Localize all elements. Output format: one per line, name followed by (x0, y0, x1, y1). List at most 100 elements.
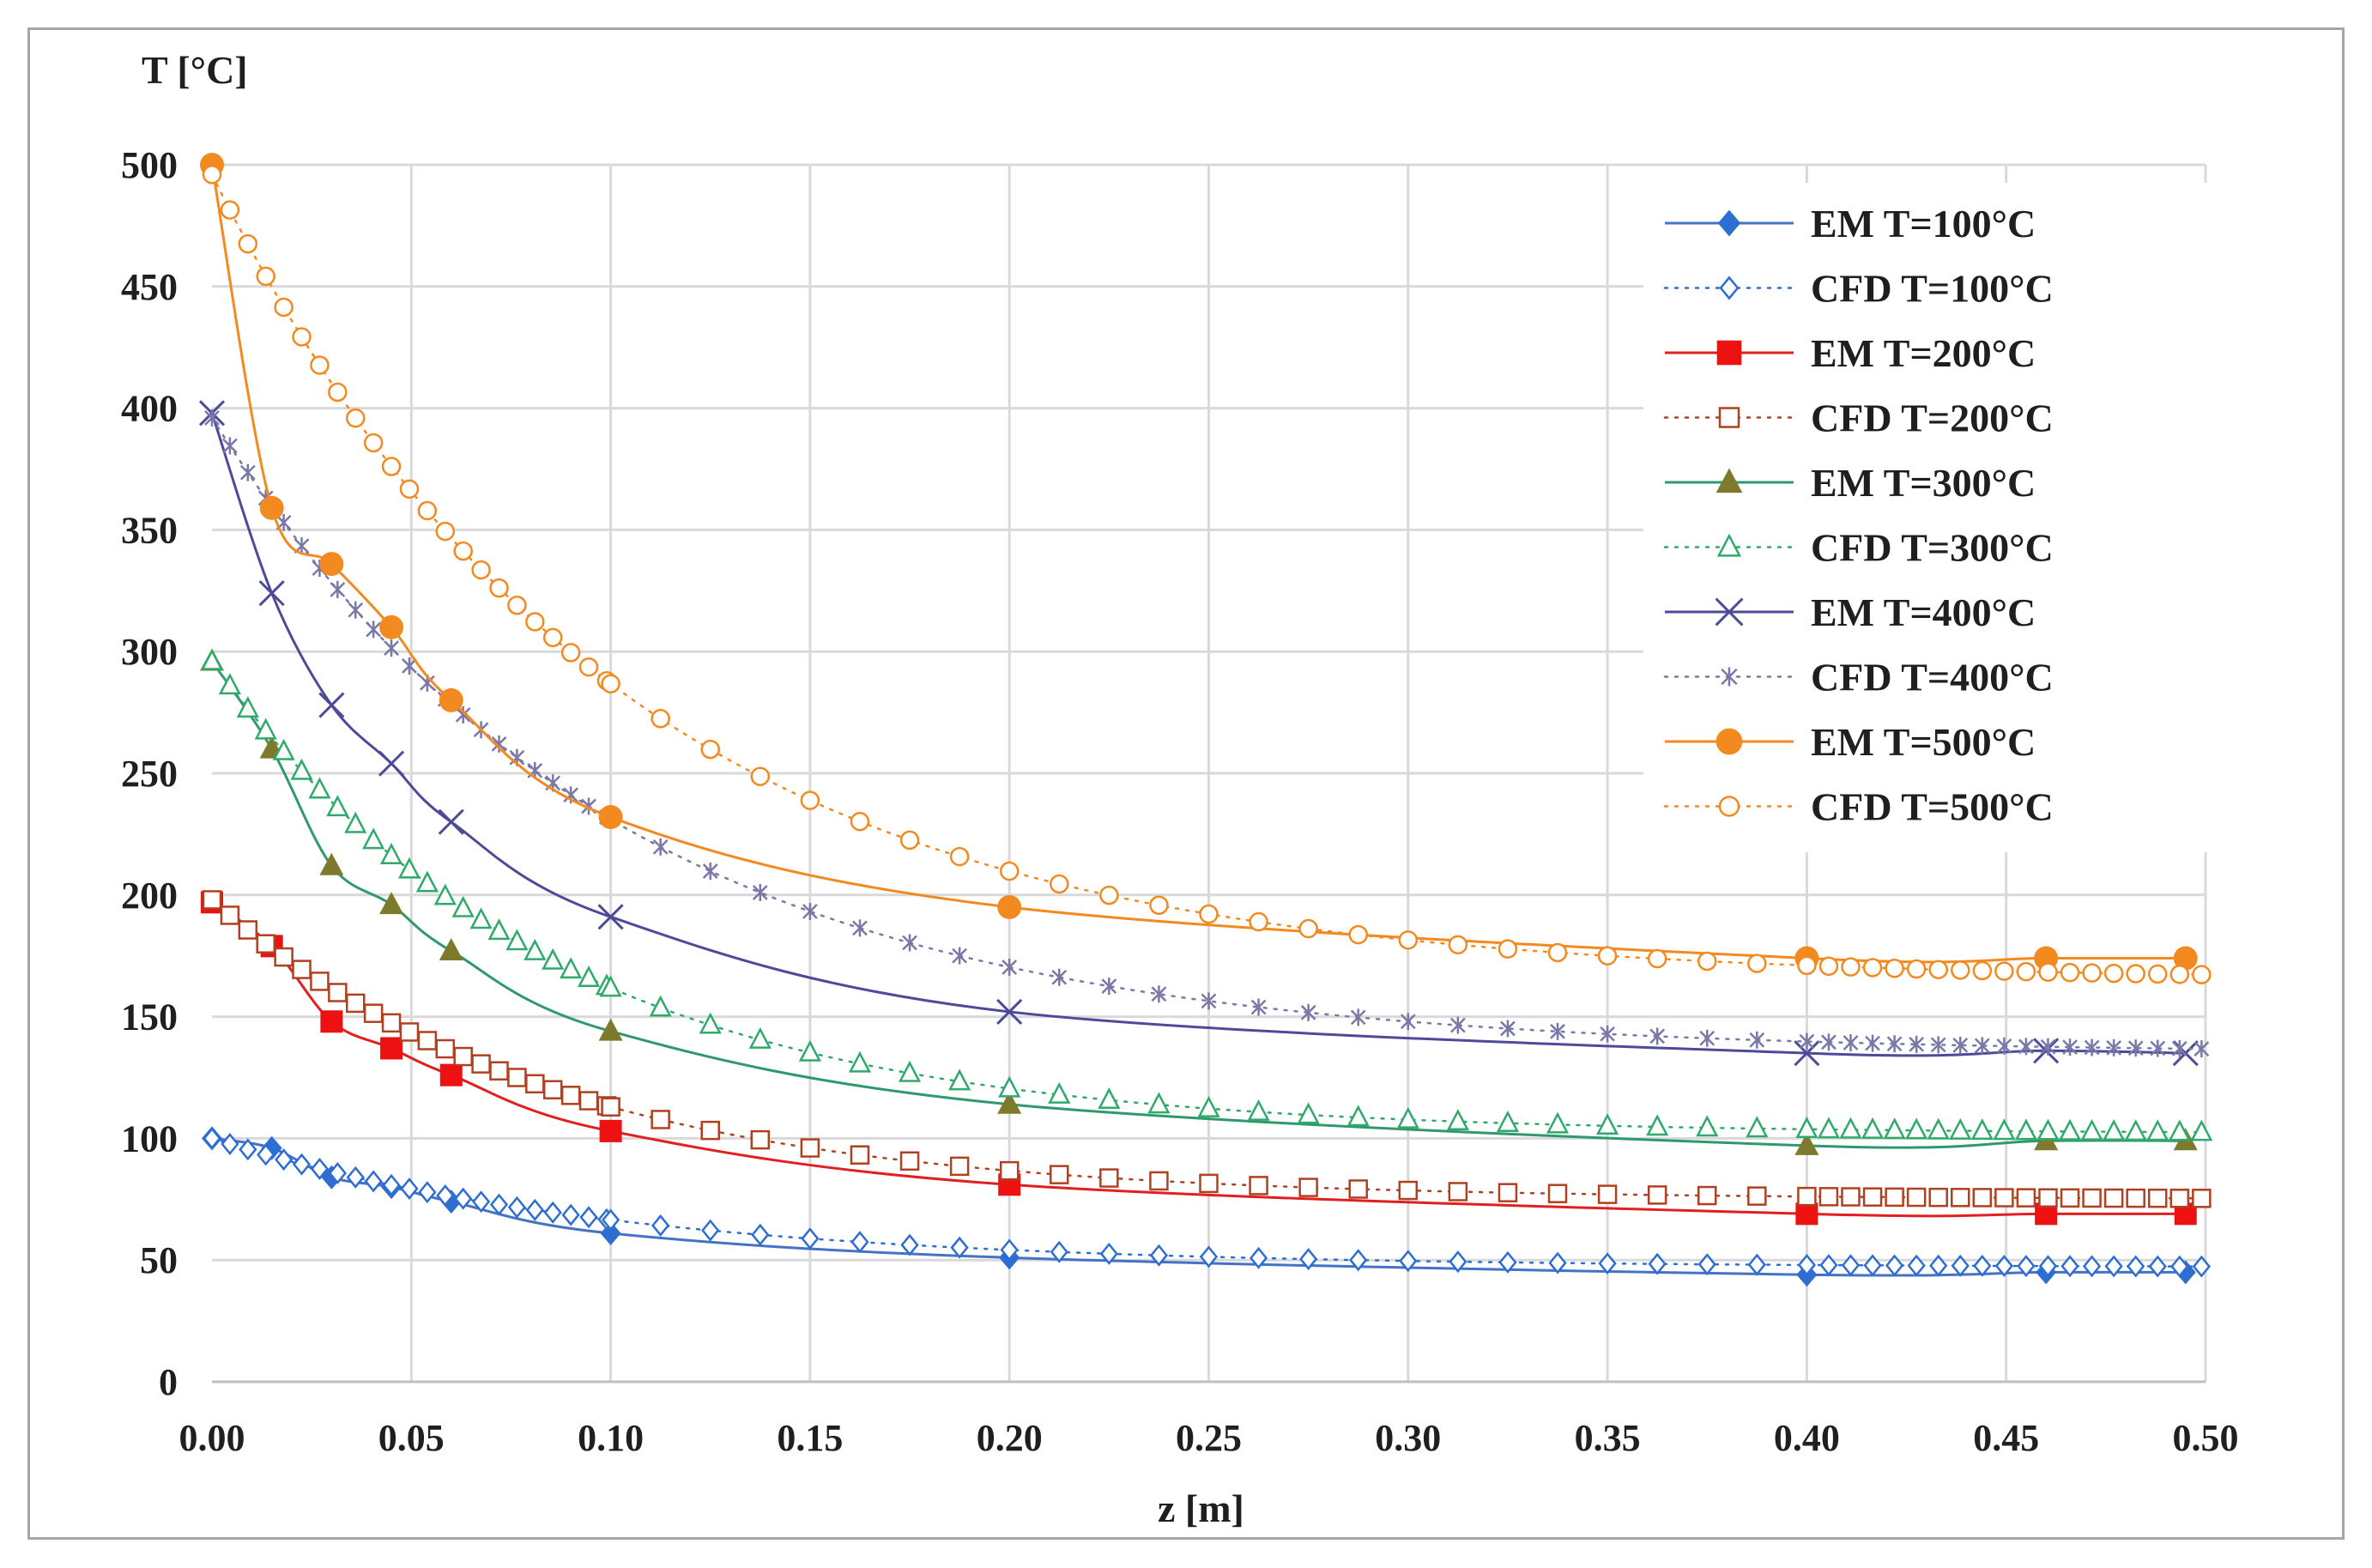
data-point-marker (800, 790, 820, 810)
x-tick-label: 0.25 (1176, 1417, 1242, 1459)
data-point-marker (1749, 1031, 1765, 1049)
data-point-marker (1841, 1254, 1861, 1277)
legend-label: EM T=500°C (1811, 720, 2036, 764)
y-tick-label: 200 (121, 875, 178, 917)
data-point-marker (1646, 1114, 1669, 1136)
data-point-marker (1297, 1102, 1320, 1124)
x-tick-label: 0.05 (378, 1417, 445, 1459)
data-point-marker (1250, 998, 1267, 1016)
data-point-marker (1697, 951, 1717, 972)
data-point-marker (319, 852, 344, 875)
data-point-marker (1994, 961, 2014, 981)
data-point-marker (2169, 965, 2190, 984)
data-point-marker (1299, 1248, 1318, 1271)
series-line (210, 164, 2186, 964)
data-point-marker (1696, 1115, 1719, 1137)
series-line (210, 660, 2186, 1149)
legend-label: CFD T=100°C (1811, 267, 2054, 311)
series-em-t-500-c (200, 153, 2198, 971)
data-point-marker (2082, 1255, 2102, 1278)
data-point-marker (471, 560, 491, 580)
data-point-marker (2080, 1118, 2103, 1141)
data-point-marker (1649, 1027, 1666, 1045)
data-point-marker (2038, 1188, 2058, 1208)
data-point-marker (320, 1010, 343, 1033)
data-point-marker (949, 1156, 970, 1177)
data-point-marker (274, 297, 293, 318)
data-point-marker (2062, 1038, 2078, 1056)
data-point-marker (952, 947, 968, 965)
data-point-marker (2103, 1119, 2126, 1141)
legend-label: EM T=100°C (1811, 202, 2036, 245)
x-tick-label: 0.20 (977, 1417, 1043, 1459)
data-point-marker (850, 811, 870, 832)
data-point-marker (1550, 1022, 1565, 1040)
data-point-marker (379, 892, 404, 915)
data-point-marker (2106, 1038, 2122, 1056)
data-point-marker (1797, 1253, 1817, 1276)
data-point-marker (381, 457, 402, 476)
data-point-marker (507, 595, 527, 615)
data-point-marker (1952, 1036, 1969, 1054)
data-point-marker (2103, 963, 2124, 984)
x-tick-label: 0.50 (2173, 1417, 2239, 1459)
data-point-marker (802, 902, 818, 920)
data-point-marker (1841, 1187, 1861, 1207)
data-point-marker (525, 612, 545, 632)
data-point-marker (1399, 1250, 1418, 1273)
data-point-marker (454, 1187, 473, 1210)
y-tick-label: 0 (159, 1361, 178, 1403)
data-point-marker (1446, 1109, 1469, 1131)
data-point-marker (899, 830, 920, 851)
data-point-marker (1862, 1187, 1883, 1207)
data-point-marker (2126, 964, 2145, 984)
data-point-marker (1906, 1187, 1927, 1208)
data-point-marker (2190, 1119, 2213, 1141)
data-point-marker (1746, 1116, 1769, 1138)
data-point-marker (1927, 1117, 1950, 1140)
data-point-marker (1819, 1254, 1838, 1277)
data-point-marker (2016, 1188, 2036, 1208)
data-point-marker (2192, 1189, 2212, 1208)
data-point-marker (1974, 1037, 1990, 1055)
data-point-marker (2016, 961, 2036, 982)
data-point-marker (852, 919, 868, 937)
data-point-marker (1050, 1165, 1069, 1184)
data-point-marker (750, 1129, 771, 1150)
data-point-marker (2127, 1255, 2145, 1278)
legend-label: CFD T=200°C (1811, 397, 2054, 440)
legend-label: CFD T=500°C (1811, 785, 2054, 829)
data-point-marker (950, 1236, 969, 1259)
data-point-marker (601, 674, 620, 693)
data-point-marker (949, 846, 970, 867)
series-line (210, 412, 2186, 1057)
data-point-marker (348, 601, 364, 619)
data-point-marker (292, 1153, 312, 1176)
data-point-marker (1697, 1185, 1717, 1206)
data-point-marker (346, 1165, 365, 1189)
series-em-t-200-c (201, 891, 2197, 1226)
data-point-marker (1099, 1168, 1119, 1188)
data-point-marker (346, 408, 366, 428)
data-point-marker (579, 1206, 598, 1229)
data-point-marker (328, 1162, 347, 1184)
data-point-marker (326, 795, 349, 817)
data-point-marker (1149, 1171, 1169, 1191)
data-point-marker (1348, 1179, 1368, 1199)
data-point-marker (1697, 1253, 1716, 1276)
data-point-marker (290, 758, 313, 780)
data-point-marker (1149, 1244, 1169, 1267)
y-tick-label: 250 (121, 753, 178, 795)
data-point-marker (1101, 978, 1117, 996)
data-point-marker (2082, 963, 2102, 983)
data-point-marker (1994, 1188, 2014, 1208)
data-point-marker (2192, 1255, 2211, 1278)
data-point-marker (1928, 960, 1948, 979)
data-point-marker (1199, 904, 1219, 924)
data-point-marker (1398, 930, 1419, 950)
data-point-marker (1865, 1034, 1880, 1052)
data-point-marker (1449, 1250, 1467, 1274)
data-point-marker (1817, 1117, 1841, 1139)
data-point-marker (453, 1046, 473, 1067)
x-tick-label: 0.40 (1774, 1417, 1840, 1459)
